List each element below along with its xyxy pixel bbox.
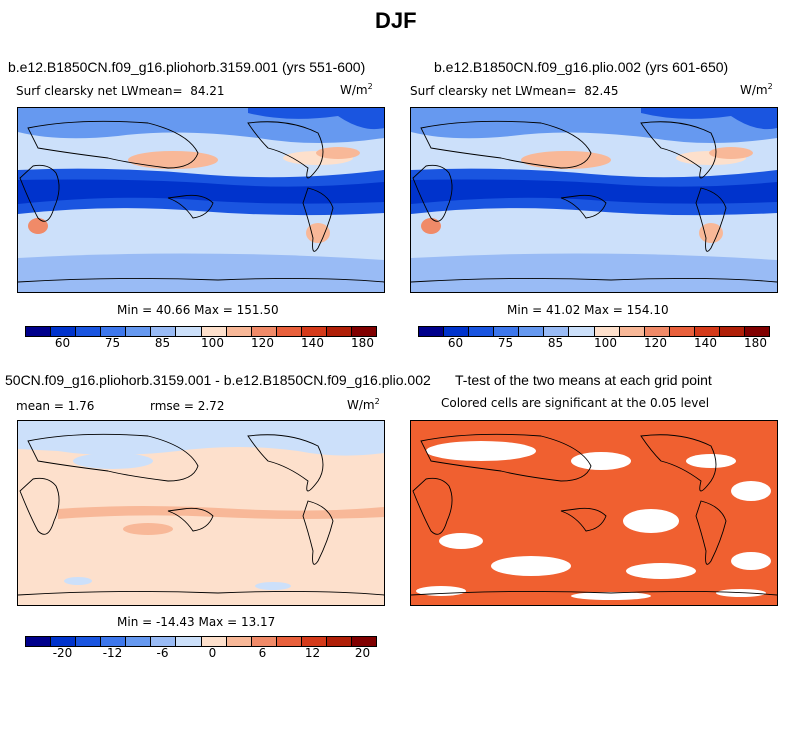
colorbar-swatch	[694, 327, 720, 336]
panel1-title: b.e12.B1850CN.f09_g16.pliohorb.3159.001 …	[8, 59, 366, 75]
colorbar-abs-1	[25, 326, 377, 337]
colorbar-tick-label: 180	[351, 336, 374, 350]
colorbar-tick-label: 75	[497, 336, 514, 350]
colorbar-tick-label: 100	[594, 336, 617, 350]
panel4-title: T-test of the two means at each grid poi…	[455, 372, 712, 388]
colorbar-swatch	[494, 327, 520, 336]
colorbar-tick-label: 85	[154, 336, 171, 350]
colorbar-swatch	[669, 327, 695, 336]
colorbar-swatch	[469, 327, 495, 336]
colorbar-tick-label: 60	[447, 336, 464, 350]
colorbar-swatch	[444, 327, 470, 336]
panel4-subtitle: Colored cells are significant at the 0.0…	[441, 396, 710, 410]
panel3-title: 50CN.f09_g16.pliohorb.3159.001 - b.e12.B…	[5, 372, 431, 388]
colorbar-swatch	[251, 637, 277, 646]
colorbar-swatch	[176, 637, 202, 646]
colorbar-swatch	[544, 327, 570, 336]
figure-title: DJF	[375, 8, 417, 33]
colorbar-swatch	[101, 637, 127, 646]
panel3-units: W/m2	[347, 397, 380, 412]
panel3-map	[17, 420, 385, 606]
colorbar-tick-label: 0	[208, 646, 217, 660]
colorbar-tick-label: 60	[54, 336, 71, 350]
colorbar-diff	[25, 636, 377, 647]
colorbar-tick-label: 12	[304, 646, 321, 660]
panel2-map	[410, 107, 778, 293]
colorbar-tick-label: 140	[301, 336, 324, 350]
colorbar-swatch	[419, 327, 445, 336]
panel2-variable: Surf clearsky net LWmean= 82.45	[410, 84, 619, 98]
colorbar-swatch	[326, 327, 353, 336]
colorbar-swatch	[26, 327, 52, 336]
colorbar-tick-label: -6	[156, 646, 169, 660]
colorbar-swatch	[76, 327, 102, 336]
colorbar-swatch	[151, 327, 177, 336]
colorbar-tick-label: 180	[744, 336, 767, 350]
colorbar-swatch	[519, 327, 545, 336]
colorbar-swatch	[201, 637, 227, 646]
colorbar-swatch	[251, 327, 277, 336]
colorbar-swatch	[51, 637, 77, 646]
colorbar-swatch	[594, 327, 620, 336]
colorbar-swatch	[326, 637, 353, 646]
panel3-rmse: rmse = 2.72	[150, 399, 225, 413]
colorbar-swatch	[644, 327, 670, 336]
colorbar-swatch	[26, 637, 52, 646]
panel2-minmax: Min = 41.02 Max = 154.10	[507, 303, 669, 317]
colorbar-tick-label: -12	[102, 646, 123, 660]
colorbar-swatch	[51, 327, 77, 336]
panel1-units: W/m2	[340, 82, 373, 97]
panel3-minmax: Min = -14.43 Max = 13.17	[117, 615, 276, 629]
panel2-title: b.e12.B1850CN.f09_g16.plio.002 (yrs 601-…	[434, 59, 729, 75]
colorbar-swatch	[301, 327, 327, 336]
colorbar-tick-label: 75	[104, 336, 121, 350]
panel1-variable: Surf clearsky net LWmean= 84.21	[16, 84, 225, 98]
colorbar-tick-label: 120	[644, 336, 667, 350]
colorbar-swatch	[619, 327, 645, 336]
colorbar-swatch	[101, 327, 127, 336]
colorbar-swatch	[276, 327, 302, 336]
panel4-map	[410, 420, 778, 606]
colorbar-swatch	[151, 637, 177, 646]
colorbar-swatch	[301, 637, 327, 646]
colorbar-tick-label: 20	[354, 646, 371, 660]
panel3-mean: mean = 1.76	[16, 399, 95, 413]
colorbar-swatch	[569, 327, 595, 336]
colorbar-swatch	[276, 637, 302, 646]
colorbar-tick-label: 100	[201, 336, 224, 350]
colorbar-tick-label: 85	[547, 336, 564, 350]
panel1-map	[17, 107, 385, 293]
panel2-units: W/m2	[740, 82, 773, 97]
colorbar-swatch	[201, 327, 227, 336]
colorbar-swatch	[126, 637, 152, 646]
colorbar-swatch	[176, 327, 202, 336]
colorbar-swatch	[226, 327, 252, 336]
colorbar-tick-label: 6	[258, 646, 267, 660]
colorbar-swatch	[76, 637, 102, 646]
colorbar-tick-label: 140	[694, 336, 717, 350]
colorbar-swatch	[719, 327, 746, 336]
colorbar-swatch	[352, 327, 377, 336]
colorbar-swatch	[126, 327, 152, 336]
colorbar-swatch	[352, 637, 377, 646]
colorbar-tick-label: -20	[52, 646, 73, 660]
colorbar-abs-2	[418, 326, 770, 337]
panel1-minmax: Min = 40.66 Max = 151.50	[117, 303, 279, 317]
colorbar-swatch	[745, 327, 770, 336]
colorbar-tick-label: 120	[251, 336, 274, 350]
colorbar-swatch	[226, 637, 252, 646]
